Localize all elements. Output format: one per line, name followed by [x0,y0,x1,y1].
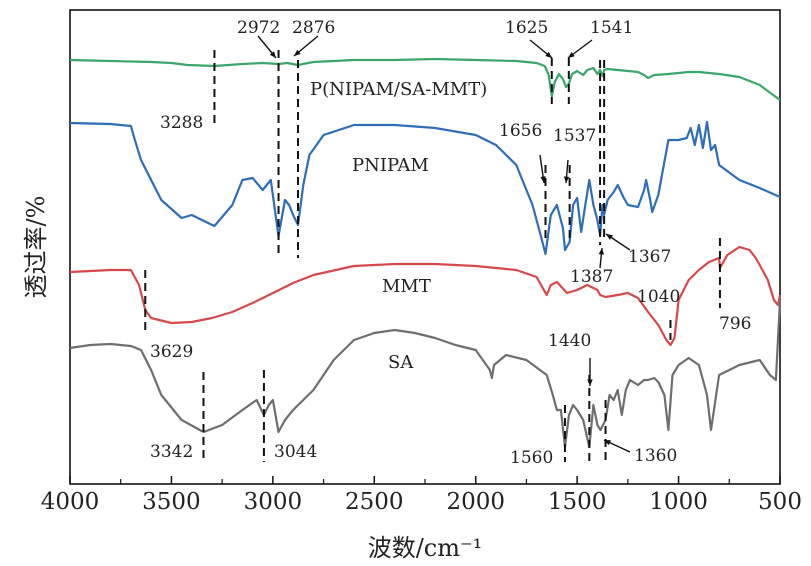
x-tick-label: 3000 [244,489,303,515]
annotation-2972: 2972 [237,18,280,38]
annotation-1541: 1541 [590,18,633,38]
annotation-arrowhead-7 [606,234,613,240]
annotation-1625: 1625 [505,18,548,38]
annotation-796: 796 [719,314,751,334]
series-label-mmt: MMT [382,276,431,297]
annotation-1360: 1360 [634,446,677,466]
x-tick-label: 2000 [446,489,505,515]
x-tick-label: 1500 [548,489,607,515]
annotation-arrowhead-1 [294,49,301,56]
x-tick-label: 4000 [41,489,100,515]
annotation-arrowhead-9 [604,440,611,446]
x-tick-label: 1000 [649,489,708,515]
guide-layer: 3288 2972 2876 1625 1541 1656 1537 1387 1367 3629… [144,18,751,468]
x-axis: 4000 3500 3000 2500 2000 1500 1000 500 [41,476,802,515]
series-line-mmt [69,245,782,347]
x-tick-label: 3500 [142,489,201,515]
annotation-1440: 1440 [548,331,591,351]
annotation-1560: 1560 [510,448,553,468]
annotation-1656: 1656 [499,121,542,141]
y-axis-title: 透过率/% [22,196,50,299]
series-line-sa [69,299,782,449]
x-axis-title: 波数/cm⁻¹ [368,534,483,562]
x-tick-label: 2500 [345,489,404,515]
annotation-arrowhead-2 [545,51,552,58]
series-line-pnipam [69,120,781,256]
annotation-arrowhead-6 [598,248,605,255]
annotation-3044: 3044 [274,442,317,462]
annotation-2876: 2876 [292,18,335,38]
series-label-p-nipam-sa-mmt: P(NIPAM/SA-MMT) [310,79,487,100]
annotation-arrowhead-4 [540,176,546,183]
annotation-1537: 1537 [553,126,596,146]
label-layer: P(NIPAM/SA-MMT) PNIPAM MMT SA [310,79,487,373]
annotation-arrowhead-5 [563,176,570,183]
annotation-3629: 3629 [150,342,193,362]
series-label-sa: SA [388,352,414,373]
annotation-1367: 1367 [628,247,671,267]
x-tick-label: 500 [758,489,802,515]
annotation-3342: 3342 [150,442,193,462]
annotation-3288: 3288 [160,113,203,133]
annotation-arrowhead-8 [587,379,593,386]
annotation-arrowhead-3 [568,51,575,58]
annotation-1387: 1387 [570,267,613,287]
annotation-arrowhead-0 [269,51,276,58]
annotation-1040: 1040 [637,287,680,307]
series-label-pnipam: PNIPAM [352,155,429,176]
